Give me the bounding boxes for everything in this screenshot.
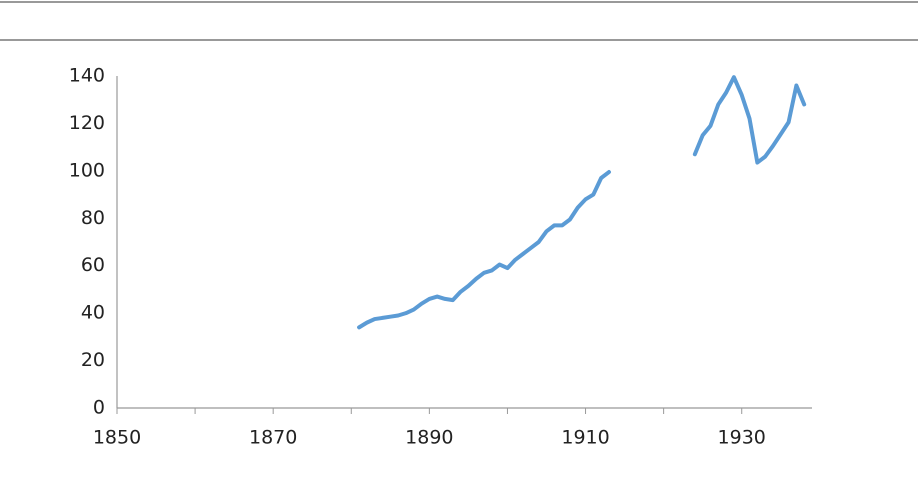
y-tick-label: 20 <box>81 349 105 371</box>
x-tick-label: 1870 <box>249 427 297 449</box>
y-tick-label: 60 <box>81 254 105 276</box>
y-tick-label: 100 <box>69 159 105 181</box>
y-tick-label: 120 <box>69 112 105 134</box>
x-tick-label: 1930 <box>718 427 766 449</box>
y-tick-label: 80 <box>81 207 105 229</box>
x-tick-label: 1910 <box>561 427 609 449</box>
x-tick-label: 1850 <box>93 427 141 449</box>
x-tick-label: 1890 <box>405 427 453 449</box>
y-tick-label: 140 <box>69 65 105 87</box>
y-tick-label: 40 <box>81 302 105 324</box>
data-line <box>357 75 807 330</box>
y-tick-label: 0 <box>93 397 105 419</box>
